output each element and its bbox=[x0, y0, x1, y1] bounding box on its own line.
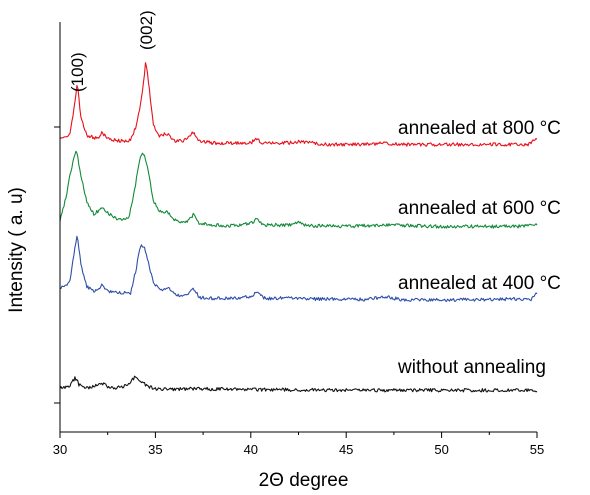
series-line-4 bbox=[59, 375, 538, 393]
x-tick-label-35: 35 bbox=[148, 442, 162, 457]
series-label-3: annealed at 400 °C bbox=[398, 273, 561, 294]
y-axis-title: Intensity ( a. u) bbox=[6, 187, 27, 313]
labels: annealed at 800 °C annealed at 600 °C anne… bbox=[6, 10, 561, 491]
plot-area bbox=[59, 62, 538, 393]
x-axis-title: 2Θ degree bbox=[259, 470, 349, 491]
series-label-2: annealed at 600 °C bbox=[398, 198, 561, 219]
peak-label-2: (002) bbox=[137, 10, 156, 50]
x-tick-label-55: 55 bbox=[530, 442, 544, 457]
x-tick-label-40: 40 bbox=[244, 442, 258, 457]
axes: 30 35 40 45 50 55 bbox=[53, 22, 544, 457]
x-tick-label-45: 45 bbox=[339, 442, 353, 457]
series-line-1 bbox=[59, 62, 538, 147]
series-line-2 bbox=[59, 150, 538, 229]
series-label-1: annealed at 800 °C bbox=[398, 118, 561, 139]
x-tick-label-50: 50 bbox=[434, 442, 448, 457]
x-tick-label-30: 30 bbox=[53, 442, 67, 457]
series-line-3 bbox=[59, 235, 538, 302]
series-label-4: without annealing bbox=[397, 357, 546, 378]
peak-label-1: (100) bbox=[68, 52, 87, 92]
